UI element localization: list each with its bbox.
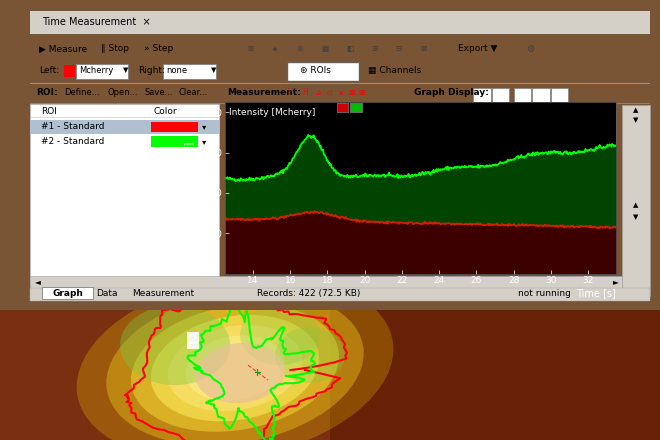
FancyBboxPatch shape (551, 88, 568, 102)
FancyBboxPatch shape (492, 88, 510, 102)
Bar (30, 288, 650, 301)
Text: Export ▼: Export ▼ (458, 44, 497, 53)
Text: Measurement:: Measurement: (227, 88, 301, 98)
Text: Clear...: Clear... (179, 88, 208, 98)
FancyBboxPatch shape (42, 287, 93, 299)
Bar (151, 136, 199, 147)
Text: Graph Display:: Graph Display: (414, 88, 489, 98)
Ellipse shape (195, 343, 285, 403)
Text: Save...: Save... (145, 88, 173, 98)
Text: ▼: ▼ (123, 67, 128, 73)
Bar (330, 310, 660, 440)
Text: Measurement: Measurement (132, 289, 194, 298)
Text: Time Measurement  ×: Time Measurement × (42, 18, 150, 27)
Text: Mcherry: Mcherry (79, 66, 114, 75)
Text: ⊛: ⊛ (296, 44, 303, 53)
Text: ✕: ✕ (337, 88, 343, 98)
Text: Define...: Define... (64, 88, 100, 98)
Text: ◄: ◄ (35, 277, 40, 286)
Text: #2 - Standard: #2 - Standard (41, 137, 104, 146)
Text: ⊠: ⊠ (348, 88, 354, 98)
Text: ▲: ▲ (633, 106, 638, 113)
Text: ▾: ▾ (201, 137, 206, 146)
Ellipse shape (275, 327, 345, 383)
Text: ▲: ▲ (633, 202, 638, 208)
FancyBboxPatch shape (163, 63, 216, 79)
Text: I: I (287, 88, 290, 98)
Ellipse shape (168, 325, 302, 411)
Text: ✦: ✦ (272, 44, 278, 53)
Y-axis label: Intensity [Mcherry]: Intensity [Mcherry] (185, 141, 195, 235)
Text: ⊿: ⊿ (315, 88, 321, 98)
Text: ◁: ◁ (326, 88, 332, 98)
FancyBboxPatch shape (30, 103, 219, 297)
Bar (30, 11, 650, 34)
Text: ►: ► (613, 277, 619, 286)
FancyBboxPatch shape (532, 88, 550, 102)
Text: ⊠: ⊠ (420, 44, 427, 53)
Text: Open...: Open... (107, 88, 138, 98)
Ellipse shape (150, 315, 319, 422)
FancyBboxPatch shape (473, 88, 490, 102)
Text: ▶ Measure: ▶ Measure (39, 44, 87, 53)
Ellipse shape (131, 304, 339, 432)
Ellipse shape (240, 305, 320, 365)
Bar (350, 103, 362, 111)
Text: Data: Data (96, 289, 118, 298)
Text: ◧: ◧ (346, 44, 353, 53)
Text: ▼: ▼ (211, 67, 216, 73)
Text: Graph: Graph (52, 289, 83, 298)
Text: ⊟: ⊟ (396, 44, 402, 53)
X-axis label: Time [s]: Time [s] (576, 288, 616, 298)
Text: not running: not running (518, 289, 571, 298)
Text: Color: Color (154, 107, 178, 116)
Text: 2: 2 (188, 333, 198, 347)
Bar (30, 120, 219, 134)
Ellipse shape (120, 305, 230, 385)
Text: ▾: ▾ (201, 122, 206, 132)
Text: ROI: ROI (41, 107, 57, 116)
Text: #1 - Standard: #1 - Standard (41, 122, 104, 132)
Text: ⊞: ⊞ (358, 88, 365, 98)
Text: » Step: » Step (145, 44, 174, 53)
Text: Left:: Left: (39, 66, 59, 75)
FancyBboxPatch shape (513, 88, 531, 102)
Text: ▦: ▦ (321, 44, 329, 53)
Text: ⊛ ROIs: ⊛ ROIs (300, 66, 331, 75)
Ellipse shape (106, 291, 364, 440)
Text: ⊞: ⊞ (371, 44, 378, 53)
Text: none: none (166, 66, 187, 75)
Text: H: H (303, 88, 308, 98)
Bar (337, 103, 348, 111)
Ellipse shape (185, 335, 284, 401)
Text: ▼: ▼ (633, 214, 638, 220)
FancyBboxPatch shape (287, 62, 358, 81)
Bar (151, 121, 199, 132)
Text: Intensity [Mcherry]: Intensity [Mcherry] (229, 108, 315, 117)
Text: ⊠: ⊠ (247, 44, 253, 53)
Bar (622, 105, 650, 297)
Text: Right:: Right: (138, 66, 165, 75)
Bar (30, 276, 622, 288)
Text: ⊛: ⊛ (526, 44, 534, 54)
FancyBboxPatch shape (76, 63, 128, 79)
Ellipse shape (77, 275, 393, 440)
Bar (64, 66, 75, 77)
Text: ROI:: ROI: (36, 88, 57, 98)
Text: ‖ Stop: ‖ Stop (101, 44, 129, 53)
Text: ▼: ▼ (633, 117, 638, 123)
Text: Records: 422 (72.5 KB): Records: 422 (72.5 KB) (257, 289, 360, 298)
Text: ▦ Channels: ▦ Channels (368, 66, 421, 75)
